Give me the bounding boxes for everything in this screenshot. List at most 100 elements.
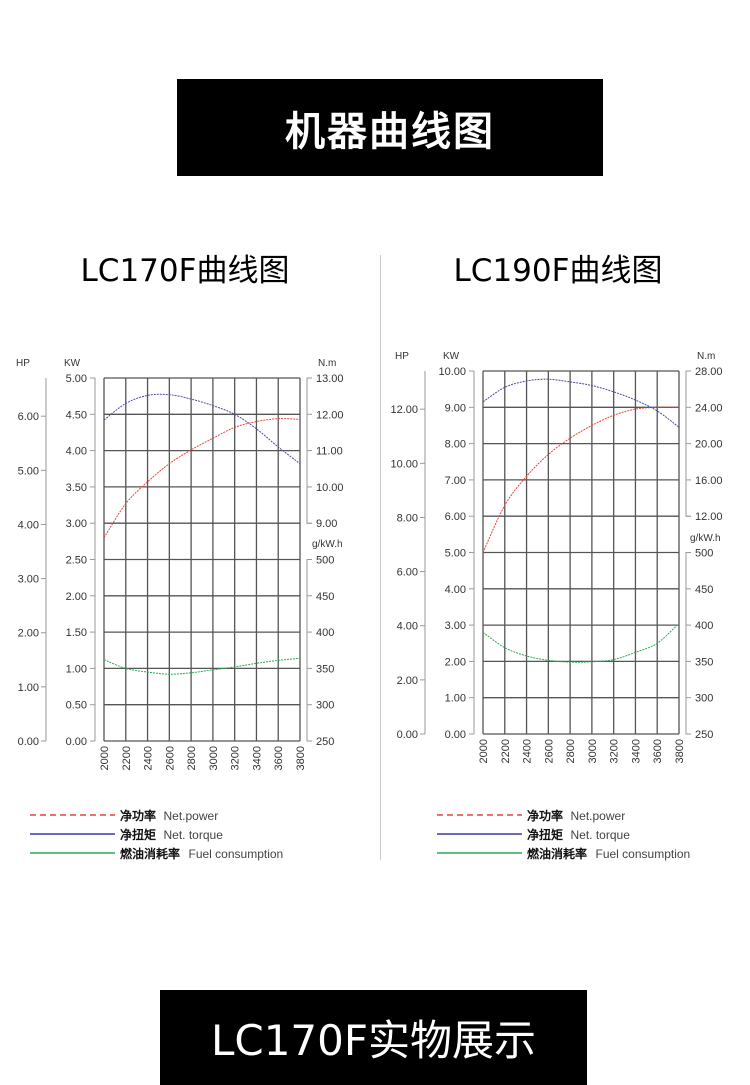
x-tick-label: 2200 — [121, 746, 133, 770]
chart-1 — [420, 370, 691, 854]
x-tick-label: 3000 — [587, 739, 599, 763]
hp-tick-label: 6.00 — [397, 567, 418, 579]
legend-label-en: Net. torque — [571, 828, 631, 842]
kw-tick-label: 2.00 — [66, 591, 87, 603]
nm-tick-label: 12.00 — [695, 511, 723, 523]
fuel-tick-label: 250 — [316, 736, 334, 748]
kw-tick-label: 4.50 — [66, 409, 87, 421]
kw-tick-label: 10.00 — [438, 366, 466, 378]
x-tick-label: 2000 — [478, 739, 490, 763]
x-tick-label: 3000 — [208, 746, 220, 770]
kw-tick-label: 7.00 — [445, 475, 466, 487]
hp-tick-label: 1.00 — [18, 682, 39, 694]
hp-axis-label: HP — [16, 358, 30, 369]
x-tick-label: 3400 — [251, 746, 263, 770]
product-display-title: LC170F实物展示 — [210, 1016, 537, 1065]
kw-tick-label: 3.00 — [445, 620, 466, 632]
fuel-tick-label: 300 — [316, 700, 334, 712]
hp-axis-label: HP — [395, 351, 409, 362]
kw-tick-label: 6.00 — [445, 511, 466, 523]
x-tick-label: 2200 — [500, 739, 512, 763]
x-tick-label: 3200 — [609, 739, 621, 763]
legend-label-en: Net.power — [571, 809, 626, 823]
kw-tick-label: 8.00 — [445, 439, 466, 451]
nm-tick-label: 24.00 — [695, 402, 723, 414]
fuel-tick-label: 400 — [316, 627, 334, 639]
fuel-tick-label: 350 — [316, 663, 334, 675]
fuel-axis-label: g/kW.h — [312, 539, 343, 550]
kw-tick-label: 2.00 — [445, 656, 466, 668]
series-line-power — [103, 418, 301, 538]
chart-title-lc190f: LC190F曲线图 — [453, 253, 663, 289]
hp-tick-label: 0.00 — [18, 736, 39, 748]
x-tick-label: 2400 — [143, 746, 155, 770]
legend-label-en: Fuel consumption — [189, 847, 284, 861]
nm-tick-label: 12.00 — [316, 409, 344, 421]
chart-title-lc170f: LC170F曲线图 — [80, 253, 290, 289]
fuel-tick-label: 350 — [695, 656, 713, 668]
kw-tick-label: 2.50 — [66, 555, 87, 567]
legend-label-zh: 净功率 — [527, 808, 563, 823]
fuel-tick-label: 450 — [316, 591, 334, 603]
legend-label-en: Fuel consumption — [596, 847, 691, 861]
kw-tick-label: 0.00 — [445, 729, 466, 741]
nm-tick-label: 28.00 — [695, 366, 723, 378]
section-title-banner: 机器曲线图 — [177, 79, 603, 176]
section-title: 机器曲线图 — [285, 108, 495, 155]
fuel-axis-line — [685, 552, 691, 735]
x-tick-label: 3800 — [295, 746, 307, 770]
series-line-torque — [103, 393, 301, 465]
fuel-axis-line — [306, 559, 312, 742]
kw-tick-label: 0.50 — [66, 700, 87, 712]
kw-tick-label: 1.50 — [66, 627, 87, 639]
nm-axis-label: N.m — [318, 358, 336, 369]
hp-tick-label: 4.00 — [397, 621, 418, 633]
x-tick-label: 3600 — [273, 746, 285, 770]
legend-label-zh: 净功率 — [120, 808, 156, 823]
x-tick-label: 3600 — [652, 739, 664, 763]
fuel-tick-label: 300 — [695, 693, 713, 705]
kw-tick-label: 3.50 — [66, 482, 87, 494]
nm-tick-label: 10.00 — [316, 482, 344, 494]
kw-tick-label: 4.00 — [445, 584, 466, 596]
series-line-torque — [482, 378, 680, 428]
product-display-banner: LC170F实物展示 — [160, 990, 587, 1085]
nm-tick-label: 13.00 — [316, 373, 344, 385]
x-tick-label: 3800 — [674, 739, 686, 763]
fuel-tick-label: 500 — [316, 555, 334, 567]
x-tick-label: 3200 — [230, 746, 242, 770]
nm-axis-label: N.m — [697, 351, 715, 362]
hp-tick-label: 8.00 — [397, 512, 418, 524]
legend-label-zh: 燃油消耗率 — [120, 846, 180, 861]
x-tick-label: 2800 — [565, 739, 577, 763]
kw-tick-label: 5.00 — [66, 373, 87, 385]
fuel-tick-label: 400 — [695, 620, 713, 632]
nm-tick-label: 11.00 — [316, 446, 343, 458]
series-line-power — [482, 406, 680, 553]
hp-tick-label: 12.00 — [390, 404, 418, 416]
hp-tick-label: 0.00 — [397, 729, 418, 741]
kw-axis-label: KW — [64, 358, 81, 369]
legend-label-en: Net.power — [164, 809, 219, 823]
kw-tick-label: 1.00 — [66, 663, 87, 675]
chart-0 — [30, 377, 312, 854]
kw-tick-label: 3.00 — [66, 518, 87, 530]
column-divider — [380, 255, 381, 860]
x-tick-label: 2000 — [99, 746, 111, 770]
fuel-tick-label: 250 — [695, 729, 713, 741]
x-tick-label: 2600 — [164, 746, 176, 770]
fuel-tick-label: 500 — [695, 548, 713, 560]
kw-axis-label: KW — [443, 351, 460, 362]
fuel-axis-label: g/kW.h — [690, 533, 721, 544]
legend-label-en: Net. torque — [164, 828, 224, 842]
hp-tick-label: 2.00 — [397, 675, 418, 687]
fuel-tick-label: 450 — [695, 584, 713, 596]
nm-tick-label: 9.00 — [316, 518, 337, 530]
series-line-fuel — [482, 622, 680, 663]
hp-tick-label: 10.00 — [390, 458, 418, 470]
legend-label-zh: 净扭矩 — [120, 827, 156, 842]
x-tick-label: 3400 — [630, 739, 642, 763]
nm-tick-label: 20.00 — [695, 439, 723, 451]
hp-tick-label: 5.00 — [18, 465, 39, 477]
